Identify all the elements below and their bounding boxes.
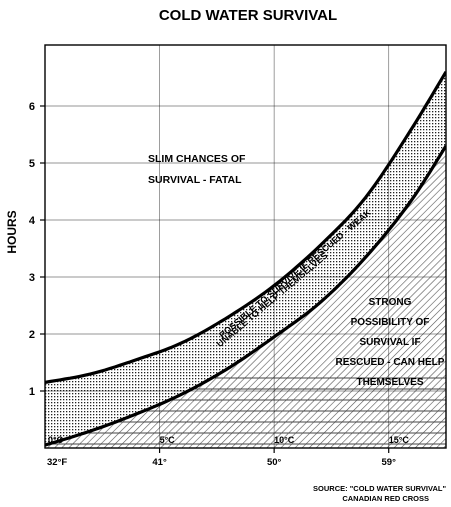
strong-zone-label-2: SURVIVAL IF — [359, 337, 420, 348]
strong-zone-label-3: RESCUED - CAN HELP — [336, 357, 445, 368]
curve-lower — [45, 145, 446, 447]
y-tick-label-0: 1 — [29, 386, 35, 398]
strong-zone-label-0: STRONG — [369, 297, 412, 308]
x-fahrenheit-label-0: 32°F — [47, 457, 67, 468]
y-tick-label-5: 6 — [29, 101, 35, 113]
y-tick-label-3: 4 — [29, 215, 36, 227]
y-axis-label: HOURS — [5, 210, 19, 253]
source-line-1: SOURCE: "COLD WATER SURVIVAL" — [313, 484, 446, 493]
strong-zone-label-4: THEMSELVES — [356, 377, 423, 388]
y-tick-label-4: 5 — [29, 158, 35, 170]
x-celsius-label-2: 10°C — [274, 435, 295, 445]
fatal-zone-label-0: SLIM CHANCES OF — [148, 153, 246, 165]
chart-title: COLD WATER SURVIVAL — [159, 7, 337, 24]
x-celsius-label-1: 5°C — [160, 435, 176, 445]
weak-survival-region — [45, 71, 446, 446]
x-fahrenheit-label-1: 41° — [152, 457, 167, 468]
x-celsius-label-0: 0°C — [48, 435, 64, 445]
y-tick-label-2: 3 — [29, 272, 35, 284]
fatal-zone-label-1: SURVIVAL - FATAL — [148, 174, 242, 186]
source-line-2: CANADIAN RED CROSS — [342, 494, 429, 503]
curve-upper — [45, 70, 446, 384]
strong-zone-label-1: POSSIBILITY OF — [351, 317, 430, 328]
x-fahrenheit-label-2: 50° — [267, 457, 282, 468]
strong-survival-region — [45, 145, 446, 448]
x-fahrenheit-label-3: 59° — [382, 457, 397, 468]
x-celsius-label-3: 15°C — [389, 435, 410, 445]
plot-frame — [44, 44, 447, 449]
y-tick-label-1: 2 — [29, 329, 35, 341]
